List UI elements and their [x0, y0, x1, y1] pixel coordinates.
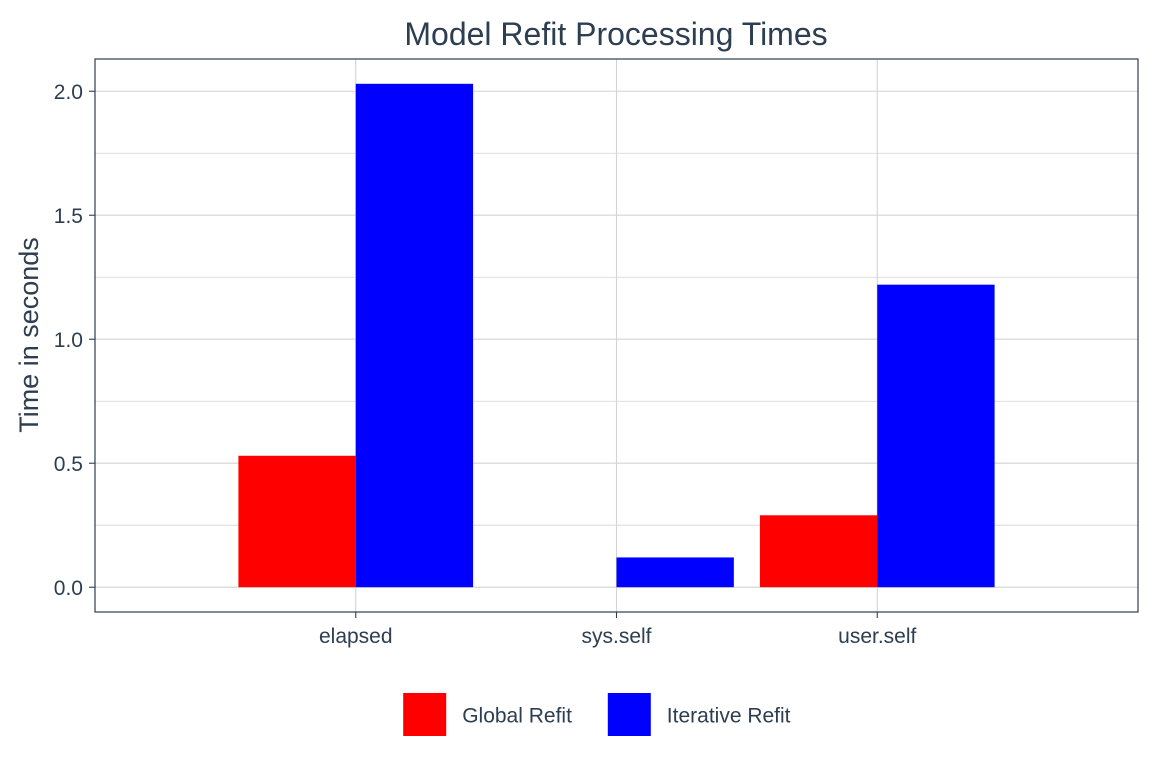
y-tick-label: 0.0: [54, 577, 83, 600]
bar-global-refit-elapsed: [238, 455, 356, 588]
legend-key-global-refit: [403, 693, 447, 736]
y-tick-label: 0.5: [54, 453, 83, 476]
x-tick-label: sys.self: [581, 625, 651, 648]
bar-iterative-refit-elapsed: [355, 83, 474, 588]
bars: [238, 83, 995, 588]
bar-iterative-refit-user-self: [877, 284, 995, 588]
bar-global-refit-user-self: [759, 515, 878, 588]
x-axis-ticks: elapsed sys.self user.self: [319, 612, 917, 648]
y-axis-ticks: 0.0 0.5 1.0 1.5 2.0: [54, 81, 95, 600]
y-tick-label: 1.0: [54, 329, 83, 352]
x-tick-label: elapsed: [319, 625, 393, 648]
legend: Global Refit Iterative Refit: [403, 693, 791, 736]
x-tick-label: user.self: [838, 625, 916, 648]
y-axis-label: Time in seconds: [14, 237, 44, 433]
legend-label: Iterative Refit: [667, 705, 791, 728]
legend-key-iterative-refit: [607, 693, 651, 736]
y-tick-label: 1.5: [54, 205, 83, 228]
y-tick-label: 2.0: [54, 81, 83, 104]
bar-iterative-refit-sys-self: [616, 557, 734, 588]
chart-title: Model Refit Processing Times: [404, 16, 827, 52]
legend-label: Global Refit: [462, 705, 572, 728]
